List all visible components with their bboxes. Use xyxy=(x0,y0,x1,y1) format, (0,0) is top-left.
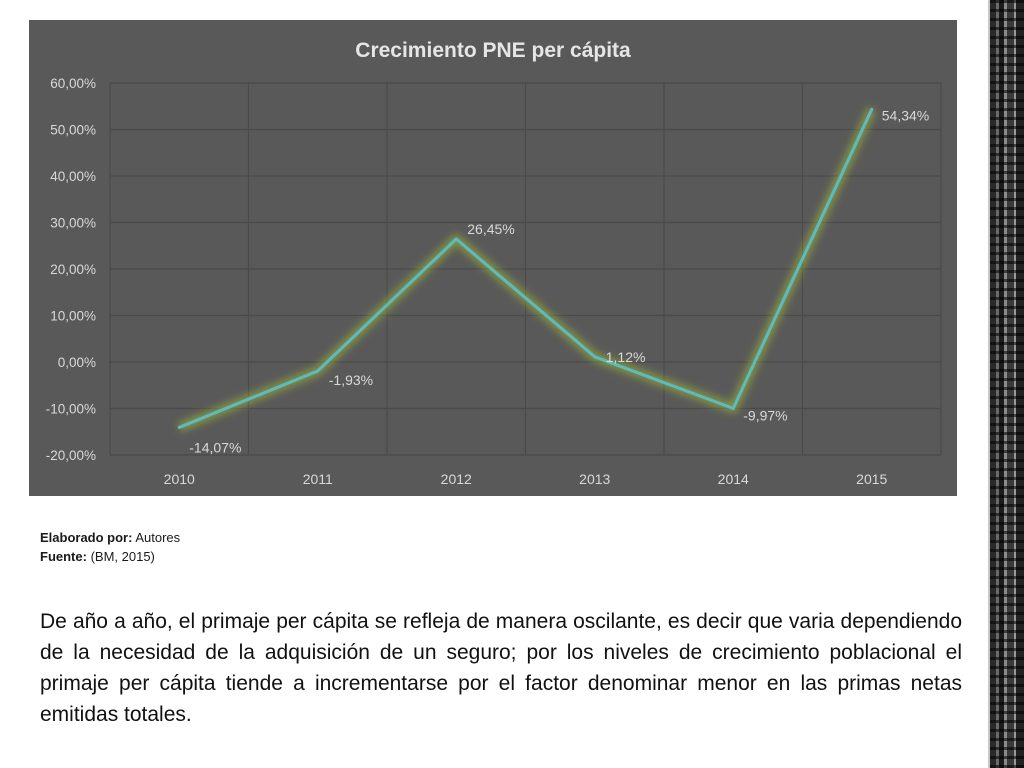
data-point xyxy=(731,406,735,410)
y-tick-label: 10,00% xyxy=(50,309,96,324)
data-point xyxy=(454,237,458,241)
chart-caption: Elaborado por: Autores Fuente: (BM, 2015… xyxy=(40,528,180,566)
x-tick-label: 2014 xyxy=(718,471,749,487)
body-paragraph: De año a año, el primaje per cápita se r… xyxy=(40,610,962,726)
y-tick-label: 60,00% xyxy=(50,76,96,91)
y-tick-label: 20,00% xyxy=(50,262,96,277)
x-tick-label: 2013 xyxy=(579,471,610,487)
edge-divider xyxy=(988,0,990,768)
line-chart: Crecimiento PNE per cápita 60,00% 50,00% 4… xyxy=(46,39,942,487)
data-point xyxy=(593,355,597,359)
source-line: Fuente: (BM, 2015) xyxy=(40,547,180,566)
author-label: Elaborado por: xyxy=(40,530,133,545)
decorative-edge-strip xyxy=(990,0,1024,768)
source-value: (BM, 2015) xyxy=(90,549,155,564)
series-line xyxy=(178,108,874,429)
data-label: -1,93% xyxy=(329,372,373,388)
x-tick-label: 2010 xyxy=(164,471,195,487)
data-label: -14,07% xyxy=(189,439,241,455)
x-tick-label: 2011 xyxy=(303,471,333,487)
author-line: Elaborado por: Autores xyxy=(40,528,180,547)
chart-title: Crecimiento PNE per cápita xyxy=(355,39,631,62)
source-label: Fuente: xyxy=(40,549,87,564)
data-point xyxy=(870,107,874,111)
data-label: 54,34% xyxy=(882,107,929,123)
y-tick-label: 30,00% xyxy=(50,216,96,231)
x-tick-label: 2012 xyxy=(441,471,472,487)
y-tick-label: 0,00% xyxy=(58,355,96,370)
y-tick-label: -10,00% xyxy=(46,402,96,417)
x-tick-label: 2015 xyxy=(856,471,887,487)
y-tick-label: 40,00% xyxy=(50,169,96,184)
chart-panel: Crecimiento PNE per cápita 60,00% 50,00% 4… xyxy=(29,20,957,496)
author-value: Autores xyxy=(135,530,181,545)
data-label: -9,97% xyxy=(743,407,787,423)
data-point xyxy=(177,425,181,429)
y-tick-label: 50,00% xyxy=(50,123,96,138)
data-label: 26,45% xyxy=(467,221,514,237)
data-label: 1,12% xyxy=(606,349,646,365)
y-tick-label: -20,00% xyxy=(46,448,96,463)
data-point xyxy=(316,369,320,373)
